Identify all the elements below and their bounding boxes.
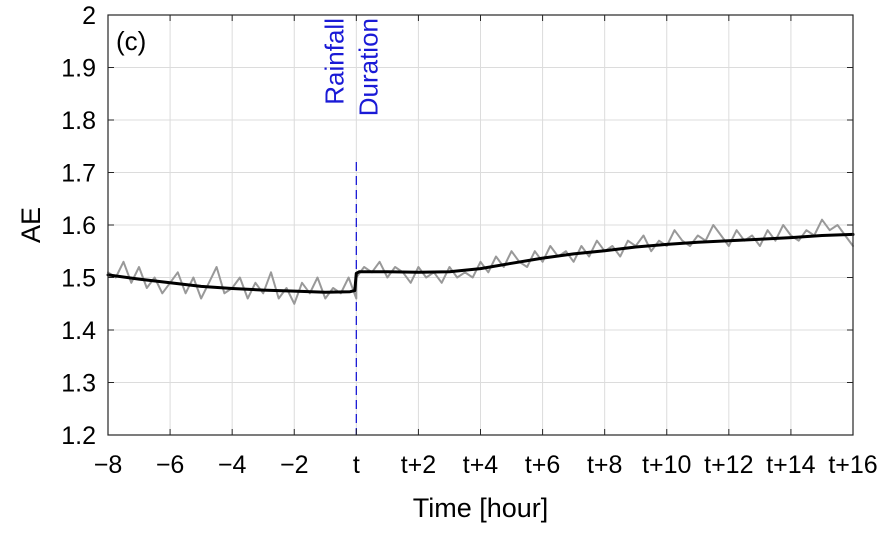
y-axis-title: AE [16, 207, 46, 243]
y-tick-label: 2 [82, 2, 96, 30]
grid-lines [107, 14, 854, 436]
tick-labels: −8 −6 −4 −2 t t+2 t+4 t+6 t+8 t+10 t+12 t+14 t+16 1.2… [61, 2, 877, 479]
x-tick-label: t+14 [766, 451, 815, 479]
y-tick-label: 1.7 [61, 160, 96, 188]
x-axis-title: Time [hour] [413, 493, 549, 523]
x-tick-label: t+6 [525, 451, 560, 479]
x-tick-label: t [353, 451, 360, 479]
x-tick-label: t+4 [463, 451, 499, 479]
y-tick-label: 1.9 [61, 55, 96, 83]
x-tick-label: −6 [156, 451, 185, 479]
y-tick-label: 1.6 [61, 212, 96, 240]
x-tick-label: t+8 [587, 451, 622, 479]
rainfall-duration-annotation: Rainfall Duration [319, 18, 383, 116]
y-tick-label: 1.2 [61, 422, 96, 450]
x-tick-label: t+16 [828, 451, 877, 479]
x-tick-label: t+2 [401, 451, 436, 479]
annotation-line: Rainfall [319, 18, 349, 105]
x-tick-label: −4 [218, 451, 247, 479]
axis-ticks [107, 14, 854, 436]
x-tick-label: t+10 [642, 451, 691, 479]
series-group [106, 218, 855, 305]
y-tick-label: 1.3 [61, 370, 96, 398]
x-tick-label: −2 [280, 451, 309, 479]
panel-label: (c) [116, 26, 146, 56]
y-tick-label: 1.8 [61, 107, 96, 135]
y-tick-label: 1.4 [61, 317, 96, 345]
x-tick-label: −8 [94, 451, 123, 479]
y-tick-label: 1.5 [61, 265, 96, 293]
x-tick-label: t+12 [704, 451, 753, 479]
annotation-line: Duration [353, 18, 383, 116]
series-line-smoothed [106, 232, 855, 294]
